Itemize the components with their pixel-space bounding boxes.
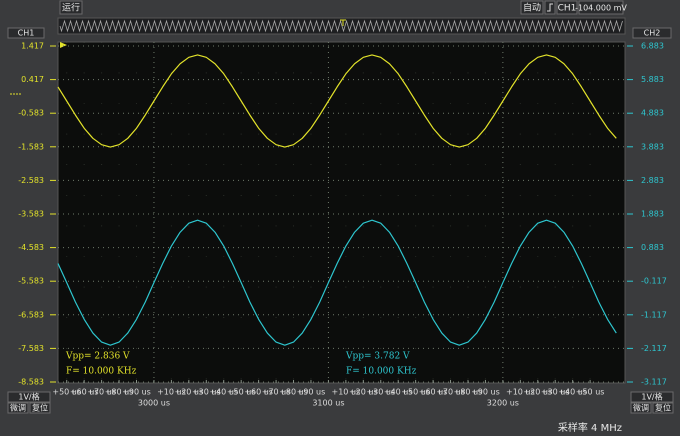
- x-tick-label: +60 us: [70, 388, 99, 397]
- x-tick-label: +50 us: [227, 388, 256, 397]
- x-tick-label: +10 us: [157, 388, 186, 397]
- x-tick-label: +10 us: [506, 388, 535, 397]
- x-tick-label: +40 us: [384, 388, 413, 397]
- y2-tick-label: 4.883: [641, 109, 664, 118]
- x-tick-label: +50 us: [576, 388, 605, 397]
- ch2-reset: 复位: [655, 403, 671, 413]
- y2-tick-label: 5.883: [641, 75, 664, 84]
- y-tick-label: -3.583: [18, 209, 44, 218]
- ch1-reset: 复位: [32, 403, 48, 413]
- x-tick-label: 3200 us: [487, 399, 519, 408]
- ch2-label: CH2: [644, 29, 661, 38]
- ch2-fine: 微调: [633, 403, 649, 413]
- ch1-fine-button[interactable]: [7, 402, 29, 414]
- trigger-level: -104.000 mV: [575, 4, 627, 13]
- x-tick-label: +70 us: [87, 388, 116, 397]
- trigger-level-marker: [60, 42, 67, 48]
- x-tick-label: +40 us: [558, 388, 587, 397]
- ch1-scale: 1V/格: [18, 392, 39, 402]
- trigger-source: CH1: [558, 4, 577, 14]
- mode-button[interactable]: [520, 0, 544, 15]
- edge-icon: [547, 3, 553, 12]
- y2-tick-label: 0.883: [641, 243, 664, 252]
- y2-tick-label: 3.883: [641, 142, 664, 151]
- ch2-header[interactable]: [632, 27, 672, 39]
- x-tick-label: +90 us: [122, 388, 151, 397]
- x-tick-label: +20 us: [175, 388, 204, 397]
- y-tick-label: 0.417: [21, 75, 44, 84]
- y-tick-label: -1.583: [18, 142, 44, 151]
- sample-rate: 采样率 4 MHz: [558, 421, 622, 434]
- x-tick-label: +20 us: [523, 388, 552, 397]
- x-tick-label: 3000 us: [138, 399, 170, 408]
- y2-tick-label: -2.117: [641, 344, 667, 353]
- x-tick-label: +30 us: [541, 388, 570, 397]
- x-tick-label: +80 us: [279, 388, 308, 397]
- x-tick-label: +10 us: [332, 388, 361, 397]
- x-tick-label: +60 us: [419, 388, 448, 397]
- y-tick-label: -4.583: [18, 243, 44, 252]
- y-tick-label: -8.583: [18, 377, 44, 386]
- y2-tick-label: 1.883: [641, 209, 664, 218]
- y2-tick-label: 2.883: [641, 176, 664, 185]
- ch1-label: CH1: [18, 29, 35, 38]
- y-tick-label: -6.583: [18, 310, 44, 319]
- x-tick-label: 3100 us: [312, 399, 344, 408]
- source-button[interactable]: [556, 0, 578, 15]
- y2-tick-label: -0.117: [641, 277, 667, 286]
- ch1-fine: 微调: [10, 403, 26, 413]
- x-tick-label: +30 us: [366, 388, 395, 397]
- y2-tick-label: 6.883: [641, 41, 664, 50]
- level-box[interactable]: [578, 0, 624, 15]
- y-tick-label: 1.417: [21, 41, 44, 50]
- ch2-scale: 1V/格: [641, 392, 662, 402]
- x-tick-label: +90 us: [297, 388, 326, 397]
- x-tick-label: +80 us: [105, 388, 134, 397]
- y-tick-label: -2.583: [18, 176, 44, 185]
- memory-waveform: [59, 19, 623, 33]
- ch2-vpp: Vpp= 3.782 V: [345, 352, 410, 362]
- x-tick-label: +30 us: [192, 388, 221, 397]
- y2-tick-label: -1.117: [641, 310, 667, 319]
- y2-tick-label: -3.117: [641, 377, 667, 386]
- x-tick-label: +50 us: [52, 388, 81, 397]
- plot-area: [57, 41, 626, 384]
- ch1-reset-button[interactable]: [29, 402, 51, 414]
- ch2-freq: F= 10.000 KHz: [346, 367, 417, 377]
- ch2-scale-box[interactable]: [630, 391, 674, 403]
- x-tick-label: +70 us: [436, 388, 465, 397]
- ch2-reset-button[interactable]: [652, 402, 674, 414]
- y-tick-label: -7.583: [18, 344, 44, 353]
- x-tick-label: +50 us: [401, 388, 430, 397]
- ch1-scale-box[interactable]: [7, 391, 51, 403]
- x-tick-label: +70 us: [262, 388, 291, 397]
- waveform: [57, 219, 617, 346]
- ch1-freq: F= 10.000 KHz: [66, 367, 137, 377]
- waveform: [57, 54, 617, 148]
- x-tick-label: +80 us: [454, 388, 483, 397]
- x-tick-label: +20 us: [349, 388, 378, 397]
- x-tick-label: +90 us: [471, 388, 500, 397]
- x-tick-label: +40 us: [209, 388, 238, 397]
- ch1-header[interactable]: [7, 27, 45, 39]
- ch2-fine-button[interactable]: [630, 402, 652, 414]
- y-tick-label: -0.583: [18, 109, 44, 118]
- run-status: 运行: [62, 2, 80, 14]
- trigger-position: [340, 19, 346, 26]
- ch1-vpp: Vpp= 2.836 V: [65, 352, 130, 362]
- trigger-mode: 自动: [523, 2, 541, 14]
- y-tick-label: -5.583: [18, 277, 44, 286]
- x-tick-label: +60 us: [244, 388, 273, 397]
- run-button[interactable]: [59, 0, 83, 15]
